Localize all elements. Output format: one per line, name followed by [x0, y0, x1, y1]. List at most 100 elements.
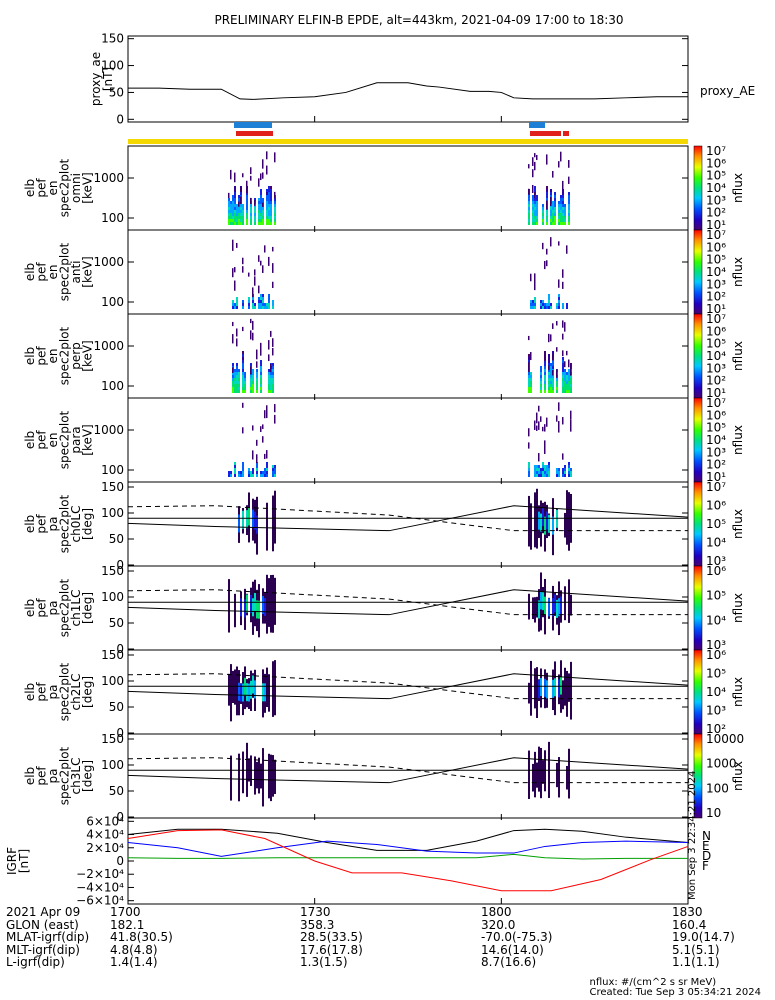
colorbar-tick: 10³	[706, 704, 726, 718]
spec-cell	[540, 747, 542, 799]
spec-cell	[566, 306, 568, 309]
spec-cell	[272, 375, 274, 378]
spec-cell	[536, 210, 538, 213]
spec-cell	[568, 748, 570, 799]
spec-cell	[256, 375, 258, 378]
spec-cell	[244, 375, 246, 378]
spec-cell	[568, 492, 570, 551]
spec-cell	[552, 219, 554, 222]
colorbar-tick: 10³	[706, 445, 726, 459]
spec-cell	[548, 363, 550, 366]
spec-cell	[234, 378, 236, 381]
spec-cell	[560, 210, 562, 213]
spec-cell	[240, 204, 242, 207]
igrf-series-line	[127, 828, 689, 851]
spec-cell	[564, 387, 566, 390]
spec-cell	[250, 216, 252, 219]
spec-cell	[554, 195, 556, 198]
colorbar-gradient	[693, 565, 703, 651]
spec-cell	[268, 381, 270, 384]
spec-cell	[254, 306, 256, 309]
spec-cell	[260, 363, 262, 366]
spec-cell	[260, 342, 262, 350]
spec-cell	[242, 468, 244, 471]
panel-ylabel: pa	[46, 517, 60, 532]
spec-cell	[268, 192, 270, 195]
spec-cell	[570, 367, 572, 376]
spec-cell	[530, 378, 532, 381]
panel-ylabel: [keV]	[81, 424, 95, 455]
spec-cell	[558, 207, 560, 210]
spec-cell	[246, 219, 248, 222]
spec-cell	[264, 245, 266, 253]
spec-cell	[562, 216, 564, 219]
spec-cell	[238, 369, 240, 372]
spec-cell	[252, 425, 254, 431]
spec-cell	[558, 201, 560, 204]
spec-cell	[262, 213, 264, 216]
spec-cell	[530, 303, 532, 306]
yellow-bar	[128, 139, 688, 144]
colorbar-tick: 100	[706, 781, 729, 795]
spec-cell	[274, 213, 276, 216]
spec-cell	[230, 664, 232, 722]
spec-cell	[274, 577, 276, 625]
spec-cell	[540, 300, 542, 303]
panel-ylabel: spec2plot	[58, 494, 72, 553]
spec-cell	[242, 510, 244, 529]
spec-cell	[238, 390, 240, 393]
spec-cell	[272, 378, 274, 381]
spec-cell	[234, 390, 236, 393]
spec-cell	[234, 669, 236, 705]
spec-cell	[560, 222, 562, 225]
spec-cell	[228, 201, 230, 204]
spec-cell	[238, 201, 240, 207]
spec-cell	[564, 471, 566, 474]
spec-cell	[534, 471, 536, 474]
spec-cell	[546, 198, 548, 201]
spec-cell	[556, 378, 558, 381]
spec-cell	[250, 680, 252, 699]
spec-cell	[264, 471, 266, 474]
spec-cell	[532, 204, 534, 207]
y-tick-label: 0	[116, 642, 124, 656]
spec-cell	[242, 462, 244, 465]
spec-cell	[236, 369, 238, 372]
spec-cell	[532, 216, 534, 219]
spec-cell	[540, 372, 542, 375]
spec-cell	[268, 369, 270, 372]
spec-cell	[242, 372, 244, 375]
spec-cell	[274, 468, 276, 471]
spec-cell	[554, 207, 556, 210]
spec-cell	[234, 306, 236, 309]
colorbar-tick: 10⁵	[706, 337, 726, 351]
spec-cell	[242, 216, 244, 219]
spec-cell	[254, 216, 256, 219]
spec-cell	[566, 245, 568, 254]
spec-cell	[244, 677, 246, 696]
spec-cell	[242, 173, 244, 178]
igrf-lines	[127, 828, 689, 892]
spec-cell	[252, 303, 254, 306]
spec-cell	[540, 390, 542, 393]
colorbar-tick: 10⁷	[706, 312, 726, 326]
panel-ylabel: elb	[23, 179, 37, 197]
spec-cell	[266, 411, 268, 419]
spec-cell	[260, 213, 262, 216]
spec-cell	[548, 360, 550, 363]
spec-cell	[566, 381, 568, 384]
spec-cell	[534, 468, 536, 471]
spec-cell	[540, 303, 542, 306]
spec-cell	[550, 372, 552, 375]
spec-cell	[272, 263, 274, 273]
spec-cell	[528, 593, 530, 620]
spec-cell	[528, 372, 530, 375]
spec-cell	[236, 242, 238, 248]
spec-cell	[556, 321, 558, 326]
spec-cell	[268, 390, 270, 393]
spec-cell	[568, 673, 570, 702]
spec-cell	[546, 200, 548, 210]
spec-cell	[564, 378, 566, 381]
